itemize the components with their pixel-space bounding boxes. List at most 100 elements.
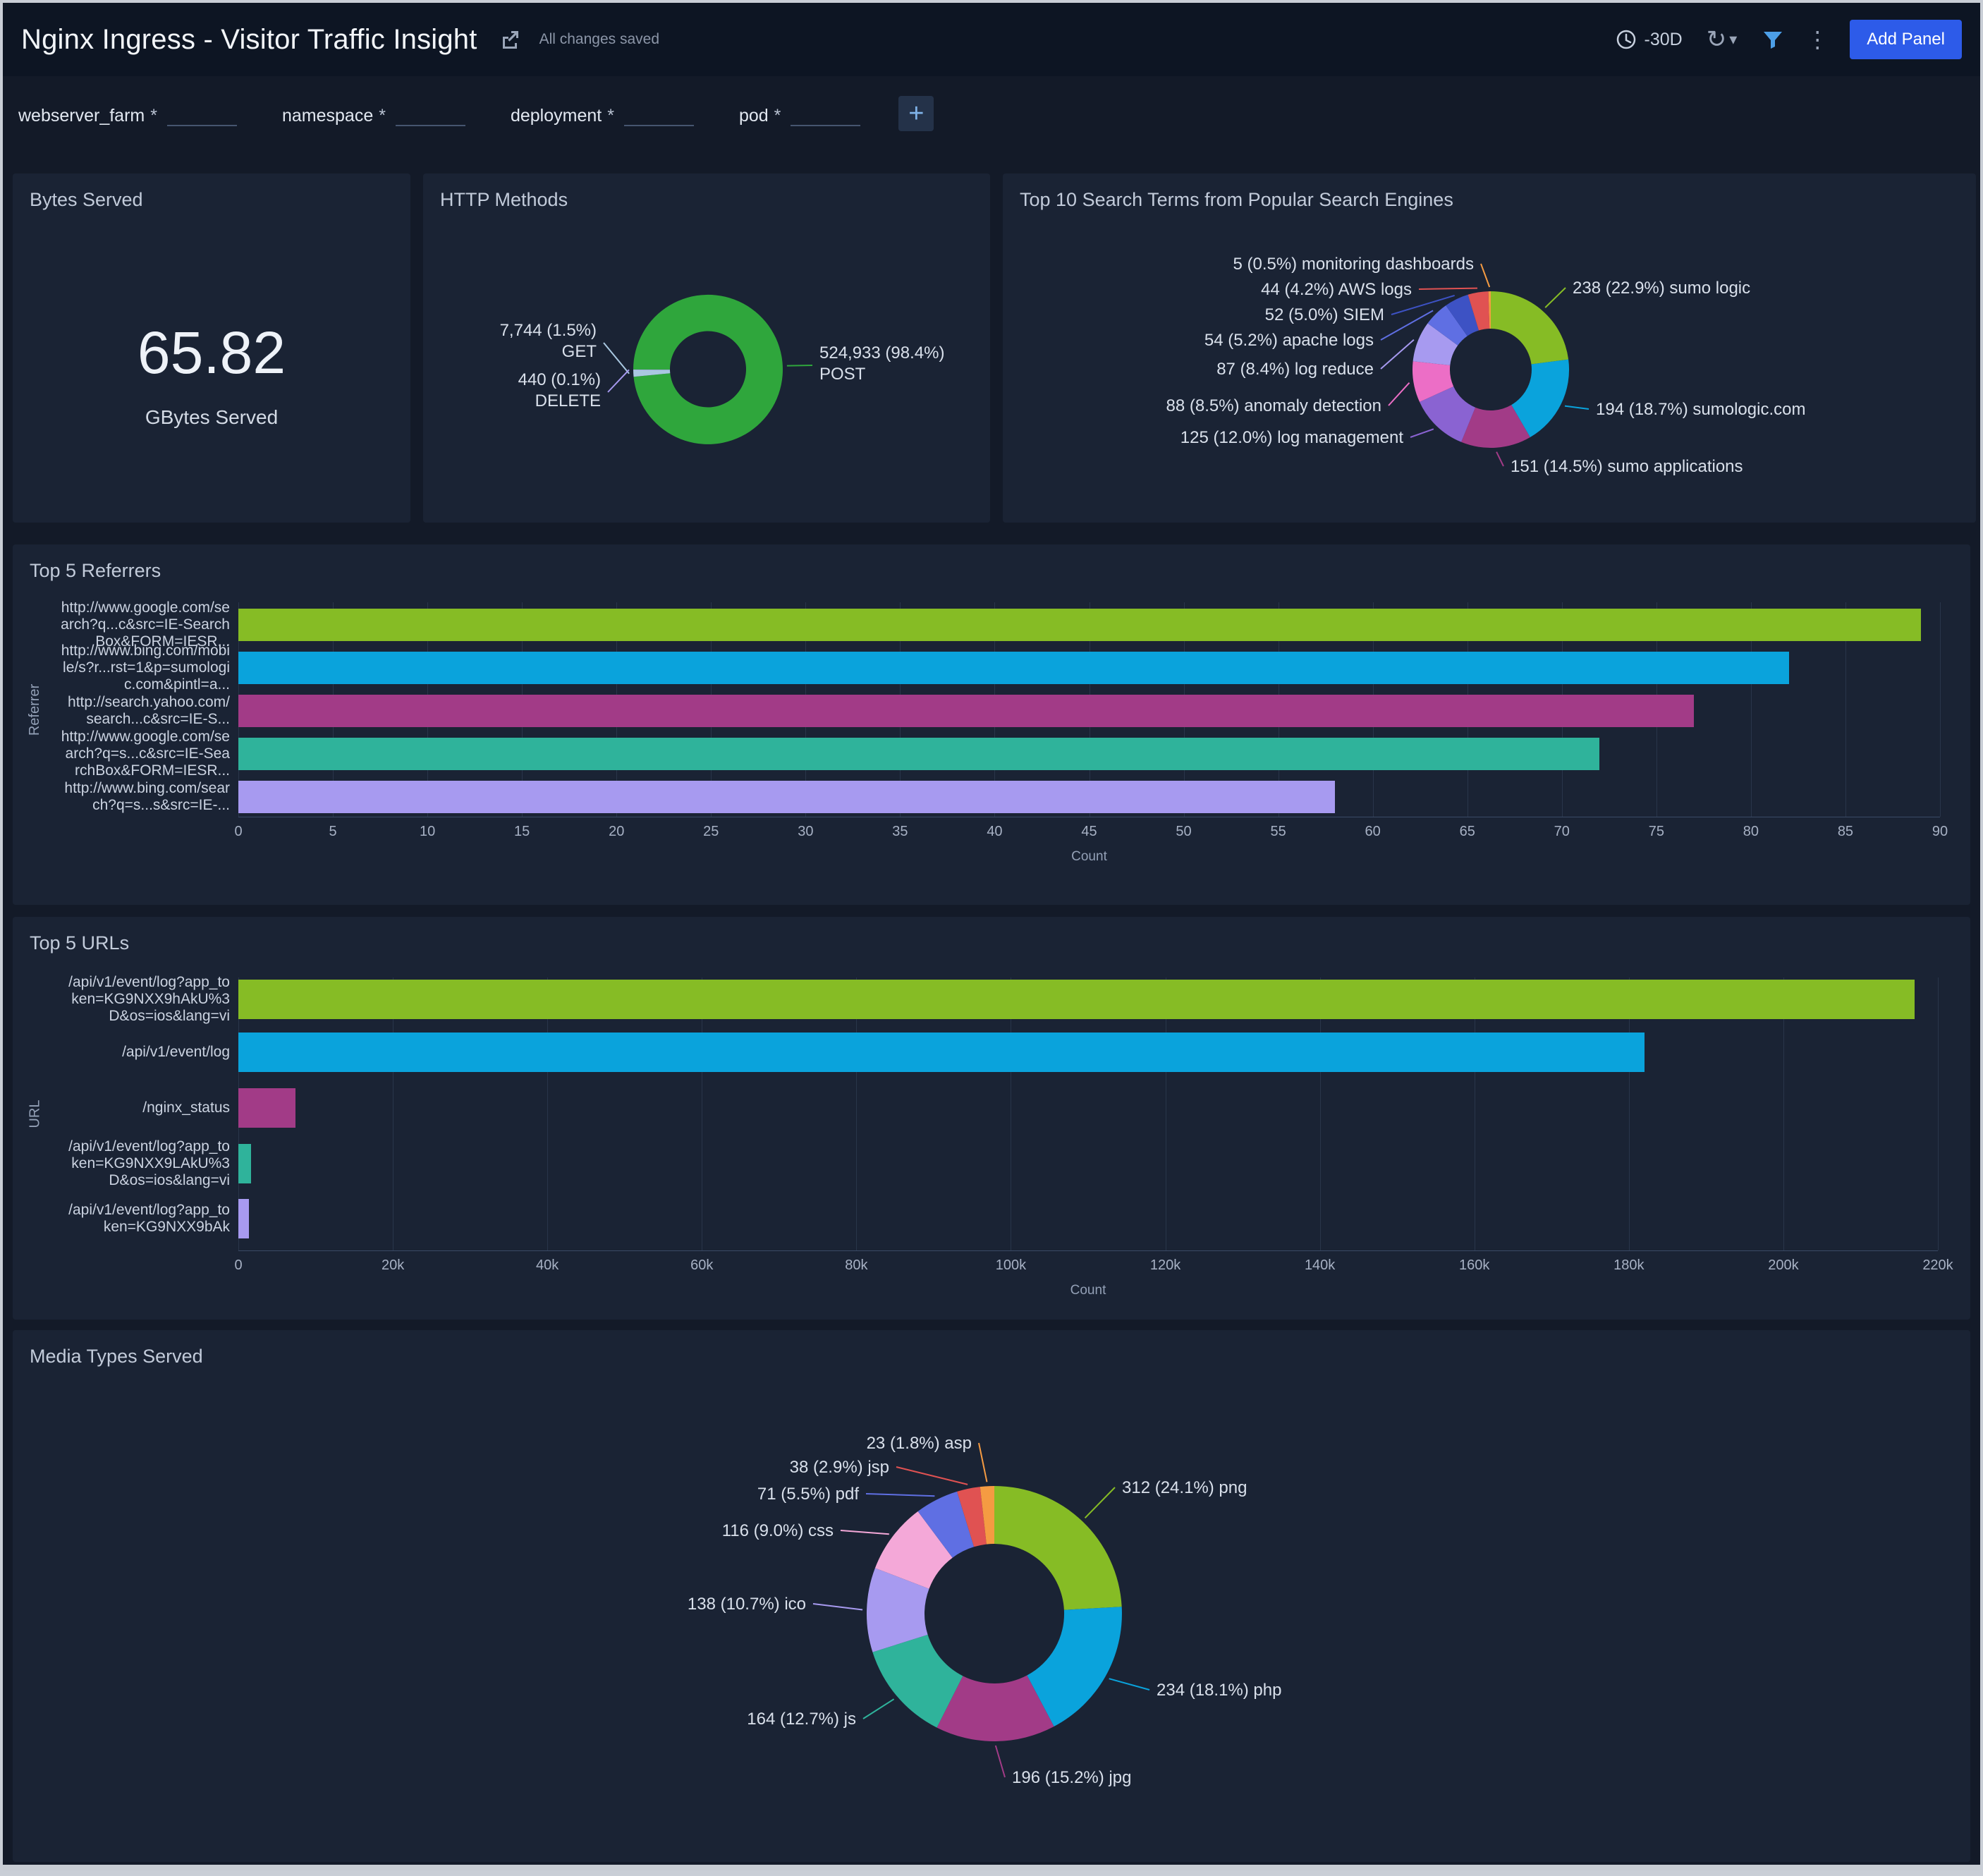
callout-line bbox=[840, 1530, 889, 1535]
donut-slice-jpg[interactable] bbox=[936, 1675, 1054, 1741]
bytes-served-value: 65.82 bbox=[137, 319, 286, 386]
gridline bbox=[1319, 977, 1321, 1250]
donut-slice-ico[interactable] bbox=[866, 1568, 929, 1652]
panel-title: Media Types Served bbox=[30, 1346, 203, 1367]
media-types-donut-chart: 312 (24.1%) png 234 (18.1%) php 196 (15.2%… bbox=[688, 1434, 1282, 1787]
bar-4[interactable] bbox=[238, 781, 1336, 813]
slice-callout-monitoring-dashboards: 5 (0.5%) monitoring dashboards bbox=[1233, 255, 1474, 274]
x-tick-label: 220k bbox=[1922, 1257, 1953, 1273]
time-range-control[interactable]: -30D bbox=[1615, 28, 1683, 51]
donut-slice-post[interactable] bbox=[633, 294, 783, 444]
x-axis-line bbox=[238, 1250, 1938, 1251]
bar-0[interactable] bbox=[238, 980, 1915, 1019]
slice-callout-sumologic-com: 194 (18.7%) sumologic.com bbox=[1596, 400, 1805, 419]
filter-label: webserver_farm bbox=[18, 106, 145, 126]
filter-pod: pod * bbox=[739, 101, 861, 126]
filter-input-deployment[interactable] bbox=[623, 101, 694, 126]
clock-icon bbox=[1615, 28, 1637, 51]
donut-slice-sumologic-com[interactable] bbox=[1511, 359, 1570, 437]
callout-line bbox=[896, 1466, 968, 1485]
callout-line bbox=[862, 1698, 895, 1719]
x-tick-label: 80 bbox=[1743, 824, 1759, 839]
slice-callout-sumo-applications: 151 (14.5%) sumo applications bbox=[1511, 457, 1743, 476]
panel-search-terms: Top 10 Search Terms from Popular Search … bbox=[1003, 173, 1976, 523]
filter-input-pod[interactable] bbox=[791, 101, 861, 126]
donut-slice-aws-logs[interactable] bbox=[1468, 291, 1490, 331]
donut-slice-apache-logs[interactable] bbox=[1427, 305, 1468, 346]
kebab-menu-icon[interactable]: ⋮ bbox=[1806, 27, 1829, 52]
y-category-label-2: http://search.yahoo.com/search...c&src=I… bbox=[68, 694, 230, 727]
chevron-down-icon[interactable]: ▾ bbox=[1729, 30, 1738, 48]
refresh-icon[interactable]: ↻ bbox=[1706, 26, 1727, 53]
gridline bbox=[1750, 602, 1752, 817]
bar-3[interactable] bbox=[238, 1144, 251, 1183]
y-category-label-1: http://www.bing.com/mobile/s?r...rst=1&p… bbox=[61, 642, 230, 693]
slice-callout-asp: 23 (1.8%) asp bbox=[867, 1434, 972, 1453]
bar-1[interactable] bbox=[238, 652, 1789, 684]
dashboard: Nginx Ingress - Visitor Traffic Insight … bbox=[3, 3, 1980, 1870]
slice-callout-jpg: 196 (15.2%) jpg bbox=[1012, 1768, 1131, 1787]
referrers-bar-chart: 0 5 10 15 20 25 30 35 40 45 50 55 60 65 70 75 80 85 90 http… bbox=[13, 544, 1970, 905]
panel-top-referrers: Top 5 Referrers 0 5 10 15 20 25 30 35 40 45 50 55 60… bbox=[13, 544, 1970, 905]
y-axis-title: Referrer bbox=[27, 683, 43, 736]
x-tick-label: 100k bbox=[995, 1257, 1027, 1273]
x-tick-label: 120k bbox=[1149, 1257, 1181, 1273]
panel-title: Top 10 Search Terms from Popular Search … bbox=[1020, 189, 1453, 210]
x-tick-label: 50 bbox=[1176, 824, 1192, 839]
callout-line bbox=[812, 1603, 863, 1611]
horizontal-scrollbar[interactable] bbox=[3, 1865, 1980, 1870]
y-category-label-0: http://www.google.com/search?q...c&src=I… bbox=[61, 599, 230, 650]
filter-input-namespace[interactable] bbox=[395, 101, 465, 126]
panel-title: Top 5 URLs bbox=[30, 932, 130, 954]
filter-input-webserver-farm[interactable] bbox=[166, 101, 237, 126]
donut-slice-siem[interactable] bbox=[1446, 294, 1479, 336]
bar-4[interactable] bbox=[238, 1199, 250, 1238]
donut-slice-anomaly-detection[interactable] bbox=[1412, 361, 1454, 402]
page-title: Nginx Ingress - Visitor Traffic Insight bbox=[21, 23, 477, 55]
donut-slice-sumo-applications[interactable] bbox=[1461, 405, 1530, 449]
x-tick-label: 80k bbox=[845, 1257, 868, 1273]
x-tick-label: 180k bbox=[1613, 1257, 1645, 1273]
callout-line bbox=[1084, 1487, 1116, 1518]
add-filter-button[interactable]: + bbox=[898, 96, 934, 131]
slice-callout-siem: 52 (5.0%) SIEM bbox=[1265, 305, 1384, 324]
donut-slice-php[interactable] bbox=[1027, 1607, 1122, 1726]
urls-bar-chart: 0 20k 40k 60k 80k 100k 120k 140k 160k 180k 200k 220… bbox=[13, 917, 1970, 1320]
y-category-label-3: /api/v1/event/log?app_token=KG9NXX9LAkU%… bbox=[68, 1138, 230, 1188]
x-tick-label: 70 bbox=[1554, 824, 1570, 839]
share-icon[interactable] bbox=[499, 28, 521, 51]
bar-0[interactable] bbox=[238, 609, 1922, 641]
gridline bbox=[1628, 977, 1630, 1250]
bar-2[interactable] bbox=[238, 695, 1695, 727]
x-tick-label: 20k bbox=[381, 1257, 405, 1273]
x-tick-label: 25 bbox=[703, 824, 719, 839]
x-tick-label: 65 bbox=[1459, 824, 1475, 839]
donut-slice-monitoring-dashboards[interactable] bbox=[1488, 291, 1491, 329]
slice-callout-js: 164 (12.7%) js bbox=[747, 1710, 856, 1729]
donut-slice-png[interactable] bbox=[994, 1486, 1122, 1610]
donut-slice-js[interactable] bbox=[872, 1634, 963, 1728]
bar-2[interactable] bbox=[238, 1088, 296, 1128]
slice-callout-log-management: 125 (12.0%) log management bbox=[1180, 428, 1404, 447]
bar-1[interactable] bbox=[238, 1033, 1645, 1072]
donut-slice-get[interactable] bbox=[633, 370, 671, 377]
x-tick-label: 55 bbox=[1270, 824, 1286, 839]
search-terms-donut-chart: 238 (22.9%) sumo logic 194 (18.7%) sumolo… bbox=[1166, 255, 1805, 476]
donut-slice-sumo-logic[interactable] bbox=[1491, 291, 1569, 365]
donut-slice-log-management[interactable] bbox=[1420, 386, 1476, 442]
donut-slice-log-reduce[interactable] bbox=[1412, 323, 1458, 365]
gridline bbox=[856, 977, 858, 1250]
filter-required-marker: * bbox=[150, 106, 157, 126]
donut-slice-css[interactable] bbox=[874, 1511, 953, 1589]
filter-icon[interactable] bbox=[1761, 28, 1785, 51]
y-category-label-2: /nginx_status bbox=[142, 1100, 230, 1116]
slice-callout-post: 524,933 (98.4%) bbox=[819, 343, 944, 363]
save-status: All changes saved bbox=[539, 31, 660, 47]
callout-line bbox=[1564, 405, 1590, 410]
panel-title: Bytes Served bbox=[30, 189, 143, 210]
donut-slice-asp[interactable] bbox=[980, 1485, 994, 1545]
bar-3[interactable] bbox=[238, 738, 1600, 770]
donut-slice-pdf[interactable] bbox=[917, 1491, 975, 1558]
add-panel-button[interactable]: Add Panel bbox=[1850, 20, 1962, 59]
donut-slice-jsp[interactable] bbox=[957, 1487, 987, 1547]
